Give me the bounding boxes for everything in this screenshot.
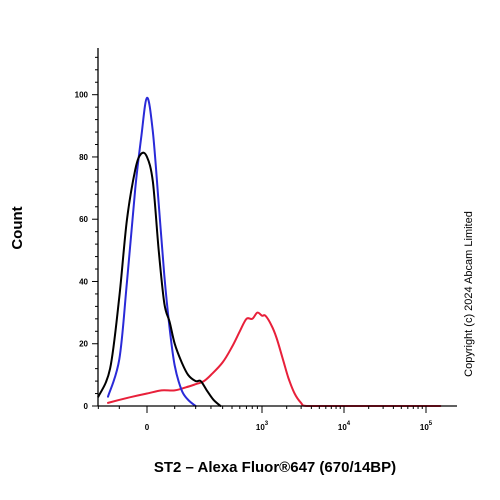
y-axis-label: Count	[9, 206, 26, 249]
series-line-black	[97, 151, 222, 407]
axes-layer: 0 20 40 60 80 100 0 103 104 105	[75, 48, 457, 432]
y-tick-label: 0	[84, 402, 89, 411]
x-tick-label: 103	[256, 421, 269, 432]
series-line-blue	[107, 96, 197, 407]
x-tick-label: 104	[338, 421, 351, 432]
x-tick-label: 0	[145, 423, 150, 432]
y-tick-label: 80	[79, 153, 88, 162]
y-tick-label: 100	[75, 91, 89, 100]
y-tick-label: 40	[79, 277, 88, 286]
x-tick-label: 105	[420, 421, 433, 432]
x-axis-label: ST2 – Alexa Fluor®647 (670/14BP)	[154, 459, 396, 476]
y-tick-label: 20	[79, 340, 88, 349]
y-tick-label: 60	[79, 215, 88, 224]
series-layer	[97, 96, 442, 408]
copyright-notice: Copyright (c) 2024 Abcam Limited	[463, 211, 475, 377]
series-line-red	[107, 311, 442, 408]
